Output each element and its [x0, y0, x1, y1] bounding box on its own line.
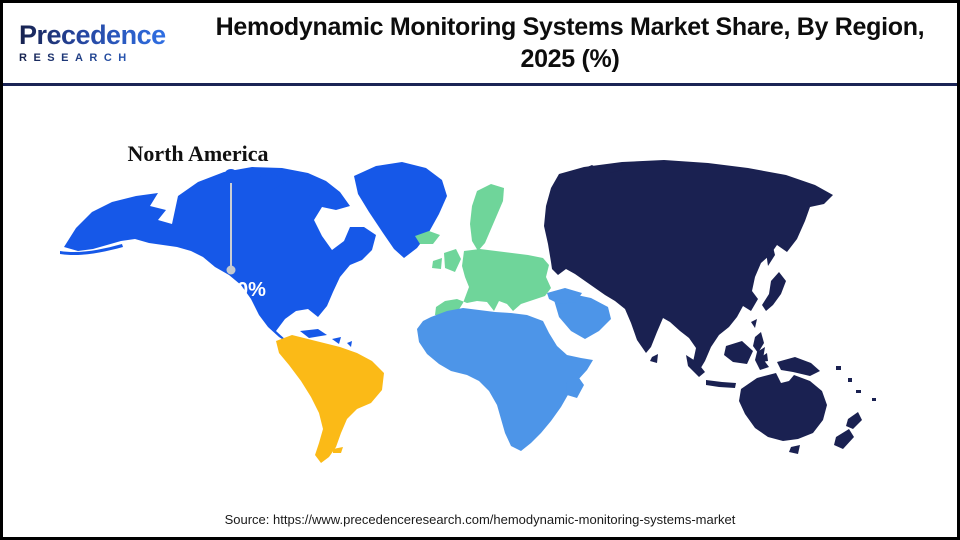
map-borneo [724, 341, 753, 364]
map-britain [444, 249, 461, 272]
map-arctic-island [252, 174, 286, 190]
map-caribbean-island [347, 341, 352, 347]
annotation-north-america: North America 52.40% [127, 141, 268, 301]
map-sumatra [686, 355, 705, 377]
map-arabian-peninsula [554, 294, 611, 339]
map-north-america-mainland [64, 167, 376, 368]
map-arctic-island [258, 194, 278, 204]
map-turkey [547, 288, 582, 304]
map-asia-mainland [544, 160, 833, 371]
header-divider [3, 83, 957, 86]
map-arctic-island [294, 180, 324, 196]
map-tasmania [789, 445, 800, 454]
header: Precedence RESEARCH Hemodynamic Monitori… [3, 3, 957, 83]
region-label: North America [127, 141, 268, 166]
map-pacific-island [872, 398, 876, 401]
map-new-zealand [846, 412, 862, 429]
region-value-label: 52.40% [198, 279, 266, 301]
map-madagascar [566, 375, 584, 398]
map-pacific-island [848, 378, 852, 382]
map-region-latin-america [276, 335, 384, 463]
map-arctic-island [318, 194, 344, 208]
callout-bottom-dot [226, 265, 236, 275]
map-new-guinea [777, 357, 820, 376]
map-java [706, 380, 736, 388]
map-south-america [276, 335, 384, 463]
brand-logo: Precedence RESEARCH [3, 22, 183, 64]
map-falklands [333, 447, 343, 453]
brand-subtitle: RESEARCH [19, 52, 183, 64]
map-cuba [300, 329, 327, 338]
callout-top-dot [224, 169, 238, 183]
map-new-zealand [834, 429, 854, 449]
source-text: Source: https://www.precedenceresearch.c… [224, 512, 736, 527]
map-ireland [432, 258, 442, 269]
map-sulawesi [755, 347, 769, 370]
map-region-europe [415, 184, 551, 317]
map-caribbean-island [332, 337, 341, 344]
title-wrap: Hemodynamic Monitoring Systems Market Sh… [183, 11, 957, 75]
map-region-asia-pacific [544, 160, 876, 454]
map-novaya-zemlya [604, 164, 622, 173]
map-sakhalin [766, 243, 775, 266]
map-pacific-island [856, 390, 861, 393]
brand-name: Precedence [19, 20, 166, 50]
map-scandinavia [470, 184, 504, 251]
map-africa [417, 308, 593, 451]
map-japan [762, 272, 786, 311]
map-europe-mainland [435, 249, 551, 317]
map-novaya-zemlya [578, 165, 600, 176]
map-taiwan [751, 319, 757, 328]
map-region-north-america [60, 162, 447, 368]
map-australia [739, 373, 827, 441]
map-pacific-island [836, 366, 841, 370]
map-aleutians [60, 244, 123, 256]
leaf-icon [9, 23, 20, 35]
map-iceland [415, 231, 440, 244]
map-sri-lanka [650, 354, 658, 363]
map-philippines [753, 332, 764, 353]
map-region-middle-east-africa [417, 288, 611, 451]
page-title: Hemodynamic Monitoring Systems Market Sh… [215, 13, 925, 73]
